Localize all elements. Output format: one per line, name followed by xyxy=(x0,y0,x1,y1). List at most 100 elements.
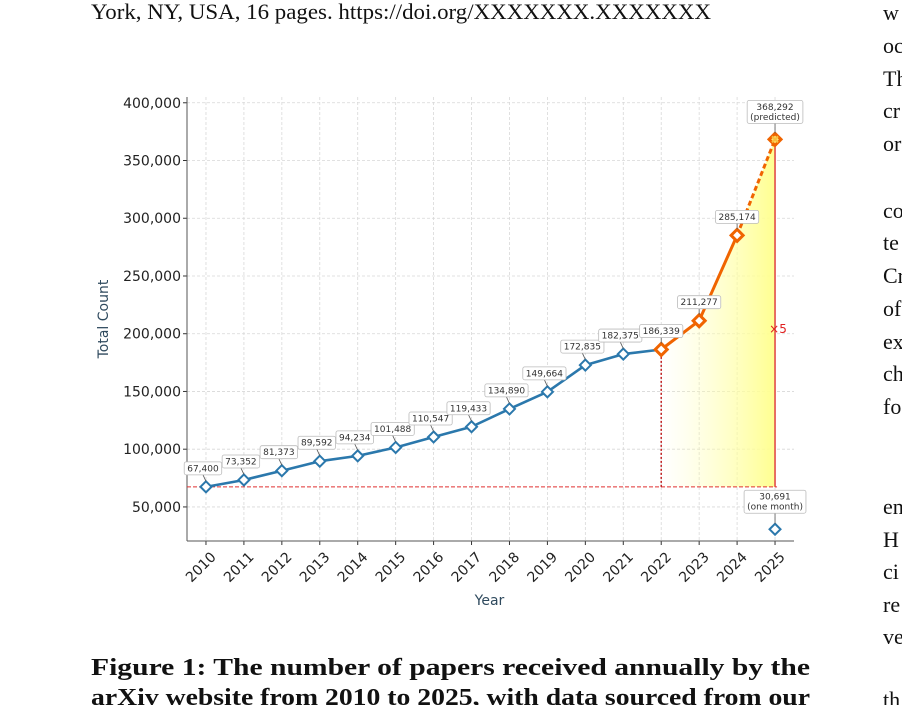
data-label: 94,234 xyxy=(335,430,374,445)
data-point xyxy=(728,227,746,244)
label-pointer xyxy=(316,449,321,456)
data-label-text: 211,277 xyxy=(681,298,718,308)
y-tick-label: 350,000 xyxy=(123,154,181,170)
side-text-fragment: fo xyxy=(883,394,901,419)
label-box xyxy=(715,209,760,224)
data-label-text: 89,592 xyxy=(301,439,333,449)
label-pointer xyxy=(392,435,397,443)
label-pointer xyxy=(544,379,548,387)
data-label: 73,352 xyxy=(221,454,261,469)
side-text-fragment: ci xyxy=(883,559,899,584)
side-text-fragment: re xyxy=(883,592,900,617)
data-point xyxy=(312,454,327,469)
x-tick-label: 2019 xyxy=(525,549,562,586)
y-tick-label: 50,000 xyxy=(132,500,181,516)
data-label-text: 172,835 xyxy=(564,343,601,353)
caption-line: Figure 1: The number of papers received … xyxy=(91,655,810,681)
data-label-text: (predicted) xyxy=(750,113,800,123)
data-point xyxy=(502,401,517,416)
y-tick-label: 300,000 xyxy=(123,211,181,227)
data-label-text: 186,339 xyxy=(643,327,680,337)
data-point xyxy=(540,384,555,399)
label-pointer xyxy=(468,414,472,422)
side-text-fragment: th xyxy=(883,687,900,705)
side-text-fragment: Cr xyxy=(883,263,902,288)
label-pointer xyxy=(506,396,510,404)
side-text-fragment: w xyxy=(883,0,899,25)
data-label-text: 149,664 xyxy=(526,369,563,379)
x-tick-label: 2012 xyxy=(259,549,296,586)
side-text-fragment: H xyxy=(883,527,899,552)
data-label-text: 81,373 xyxy=(263,448,295,458)
label-box xyxy=(743,489,807,514)
data-point xyxy=(616,347,631,361)
data-label: 172,835 xyxy=(560,339,605,354)
data-label-text: 134,890 xyxy=(488,386,525,396)
x-tick-label: 2025 xyxy=(752,549,789,586)
y-tick-label: 100,000 xyxy=(123,442,181,458)
side-text-fragment: Th xyxy=(883,66,902,91)
side-text-fragment: co xyxy=(883,198,902,223)
data-label: 101,488 xyxy=(370,422,415,436)
data-label: 67,400 xyxy=(183,461,223,476)
x-tick-label: 2014 xyxy=(335,549,372,586)
y-tick-label: 150,000 xyxy=(123,384,181,400)
x-tick-label: 2024 xyxy=(714,549,751,586)
x-tick-label: 2010 xyxy=(183,549,220,586)
label-box xyxy=(259,445,298,460)
data-point xyxy=(464,419,479,434)
data-label-text: 119,433 xyxy=(450,404,487,414)
x-tick-label: 2018 xyxy=(487,549,524,586)
data-point xyxy=(426,430,441,444)
x-tick-label: 2017 xyxy=(449,549,486,586)
x-tick-label: 2011 xyxy=(221,549,258,586)
data-label-text: 368,292 xyxy=(756,103,793,113)
x-tick-label: 2021 xyxy=(600,549,637,586)
label-box xyxy=(297,435,336,450)
label-pointer xyxy=(581,352,586,360)
side-text-fragment: ve xyxy=(883,624,902,649)
growth-area xyxy=(661,139,776,487)
header-text: York, NY, USA, 16 pages. https://doi.org… xyxy=(91,0,711,24)
y-tick-label: 400,000 xyxy=(123,96,181,112)
label-box xyxy=(560,339,605,354)
y-tick-label: 250,000 xyxy=(123,269,181,285)
x-axis-label: Year xyxy=(474,593,505,609)
label-box xyxy=(484,383,529,398)
data-point xyxy=(199,479,213,494)
data-label: 149,664 xyxy=(522,366,567,381)
label-box xyxy=(677,295,722,310)
chart: 50,000 100,000 150,000 200,000 250,000 300,00… xyxy=(96,96,807,609)
label-box xyxy=(335,430,374,445)
data-point xyxy=(578,358,593,373)
data-point xyxy=(350,448,365,463)
label-pointer xyxy=(430,424,434,432)
data-label-text: 285,174 xyxy=(718,213,755,223)
side-text-fragment: en xyxy=(883,494,902,519)
ratio-label: ×5 xyxy=(769,322,787,336)
data-label-text: 30,691 xyxy=(759,493,791,503)
x-tick-label: 2016 xyxy=(411,549,448,586)
data-point xyxy=(274,463,289,478)
caption-line: arXiv website from 2010 to 2025, with da… xyxy=(91,685,810,705)
label-pointer xyxy=(202,474,207,482)
label-box xyxy=(639,324,684,338)
side-text-fragment: te xyxy=(883,230,899,255)
label-pointer xyxy=(278,458,283,466)
label-box xyxy=(408,411,453,426)
data-label-text: (one month) xyxy=(747,503,803,513)
label-box xyxy=(522,366,567,381)
label-pointer xyxy=(240,467,245,475)
data-point xyxy=(768,522,782,537)
predicted-cross xyxy=(771,135,779,144)
data-label: 182,375 xyxy=(598,328,643,343)
x-tick-label: 2020 xyxy=(562,549,599,586)
side-text-fragment: of xyxy=(883,296,902,321)
label-box xyxy=(370,422,415,436)
data-label-text: 94,234 xyxy=(339,433,371,443)
data-label: 186,339 xyxy=(639,324,684,338)
side-text-fragment: cr xyxy=(883,98,901,123)
side-text-fragment: ch xyxy=(883,361,902,386)
